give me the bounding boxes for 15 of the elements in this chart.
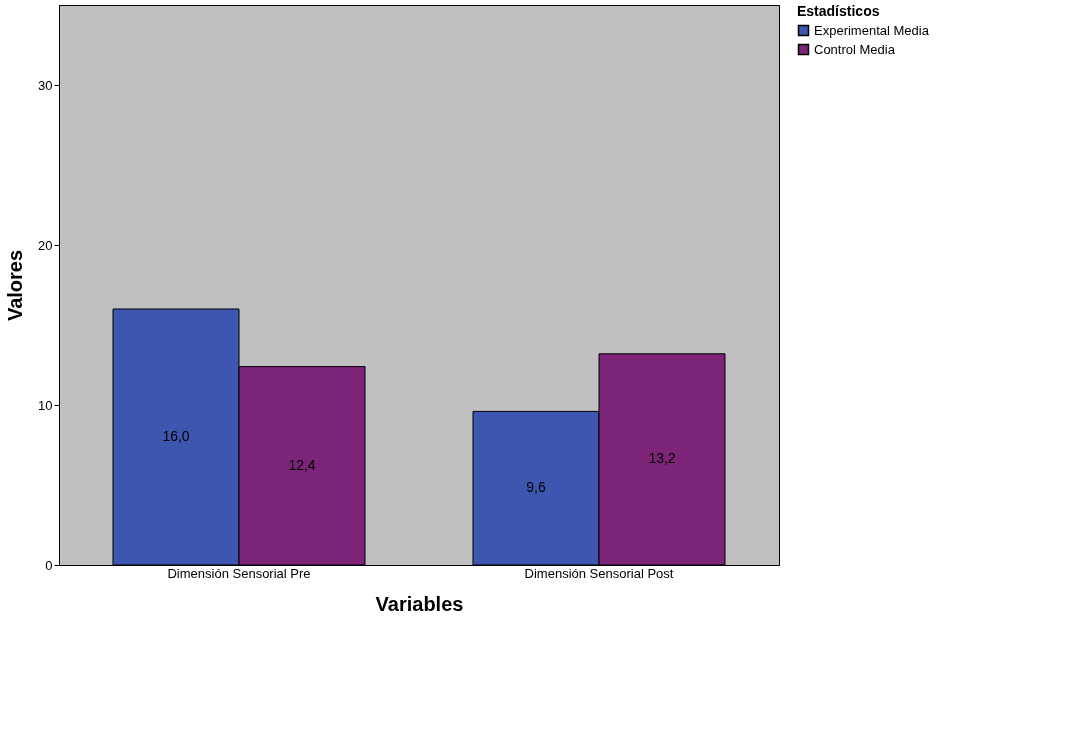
y-tick-label: 30: [38, 77, 53, 93]
data-label: 16,0: [162, 428, 190, 444]
y-tick-label: 0: [45, 557, 53, 573]
data-label: 9,6: [526, 479, 546, 496]
x-tick-label: Dimensión Sensorial Post: [524, 565, 674, 581]
y-tick-label: 10: [38, 397, 53, 413]
legend-label: Control Media: [814, 41, 896, 57]
x-axis-title: Variables: [375, 592, 464, 615]
x-tick-label: Dimensión Sensorial Pre: [167, 565, 311, 581]
y-tick-label: 20: [38, 237, 53, 253]
legend-title: Estadísticos: [797, 3, 880, 19]
data-label: 13,2: [648, 450, 676, 467]
legend-label: Experimental Media: [814, 22, 930, 38]
y-axis-title: Valores: [4, 249, 27, 322]
data-label: 12,4: [288, 456, 316, 473]
